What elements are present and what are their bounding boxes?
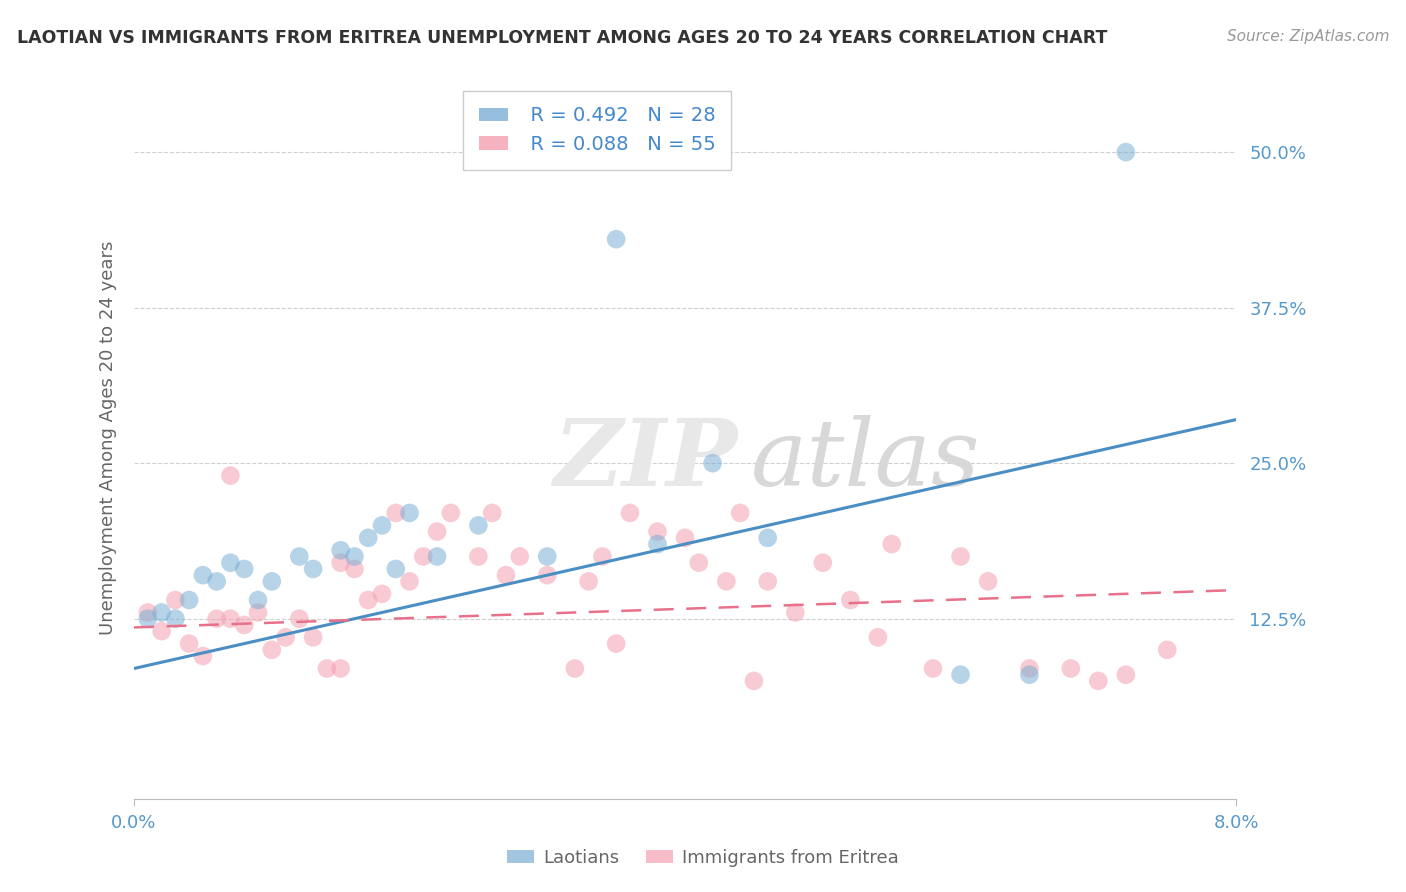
Point [233, 562, 256, 576]
Point [1018, 667, 1040, 681]
Point [426, 549, 449, 564]
Point [426, 524, 449, 539]
Point [716, 574, 738, 589]
Point [165, 593, 187, 607]
Point [949, 549, 972, 564]
Point [1060, 661, 1083, 675]
Legend: Laotians, Immigrants from Eritrea: Laotians, Immigrants from Eritrea [499, 842, 907, 874]
Point [150, 624, 173, 639]
Point [150, 606, 173, 620]
Text: atlas: atlas [751, 415, 980, 505]
Point [165, 612, 187, 626]
Point [578, 574, 600, 589]
Point [205, 612, 228, 626]
Point [384, 506, 406, 520]
Point [233, 618, 256, 632]
Point [647, 537, 669, 551]
Point [302, 631, 325, 645]
Point [219, 556, 242, 570]
Point [191, 648, 214, 663]
Point [949, 667, 972, 681]
Point [481, 506, 503, 520]
Point [811, 556, 834, 570]
Point [1115, 145, 1137, 160]
Point [605, 637, 627, 651]
Point [922, 661, 945, 675]
Point [371, 518, 394, 533]
Point [179, 593, 201, 607]
Point [564, 661, 586, 675]
Text: Source: ZipAtlas.com: Source: ZipAtlas.com [1226, 29, 1389, 44]
Y-axis label: Unemployment Among Ages 20 to 24 years: Unemployment Among Ages 20 to 24 years [100, 241, 117, 635]
Point [1156, 642, 1178, 657]
Point [742, 673, 765, 688]
Point [371, 587, 394, 601]
Point [673, 531, 696, 545]
Point [247, 593, 270, 607]
Point [702, 456, 724, 470]
Point [343, 562, 366, 576]
Point [274, 631, 297, 645]
Text: ZIP: ZIP [553, 415, 737, 505]
Point [467, 518, 489, 533]
Point [536, 568, 558, 582]
Point [756, 531, 779, 545]
Point [398, 574, 420, 589]
Point [357, 593, 380, 607]
Point [384, 562, 406, 576]
Point [136, 612, 159, 626]
Point [756, 574, 779, 589]
Point [179, 637, 201, 651]
Point [509, 549, 531, 564]
Point [495, 568, 517, 582]
Point [398, 506, 420, 520]
Point [728, 506, 751, 520]
Text: LAOTIAN VS IMMIGRANTS FROM ERITREA UNEMPLOYMENT AMONG AGES 20 TO 24 YEARS CORREL: LAOTIAN VS IMMIGRANTS FROM ERITREA UNEMP… [17, 29, 1108, 46]
Point [467, 549, 489, 564]
Legend:   R = 0.492   N = 28,   R = 0.088   N = 55: R = 0.492 N = 28, R = 0.088 N = 55 [464, 91, 731, 169]
Point [605, 232, 627, 246]
Point [977, 574, 1000, 589]
Point [440, 506, 463, 520]
Point [412, 549, 434, 564]
Point [191, 568, 214, 582]
Point [591, 549, 613, 564]
Point [315, 661, 337, 675]
Point [288, 612, 311, 626]
Point [260, 642, 283, 657]
Point [647, 524, 669, 539]
Point [219, 612, 242, 626]
Point [219, 468, 242, 483]
Point [329, 556, 352, 570]
Point [880, 537, 903, 551]
Point [302, 562, 325, 576]
Point [357, 531, 380, 545]
Point [343, 549, 366, 564]
Point [1087, 673, 1109, 688]
Point [688, 556, 710, 570]
Point [260, 574, 283, 589]
Point [247, 606, 270, 620]
Point [866, 631, 889, 645]
Point [785, 606, 807, 620]
Point [136, 606, 159, 620]
Point [329, 543, 352, 558]
Point [619, 506, 641, 520]
Point [288, 549, 311, 564]
Point [1018, 661, 1040, 675]
Point [329, 661, 352, 675]
Point [205, 574, 228, 589]
Point [536, 549, 558, 564]
Point [1115, 667, 1137, 681]
Point [839, 593, 862, 607]
